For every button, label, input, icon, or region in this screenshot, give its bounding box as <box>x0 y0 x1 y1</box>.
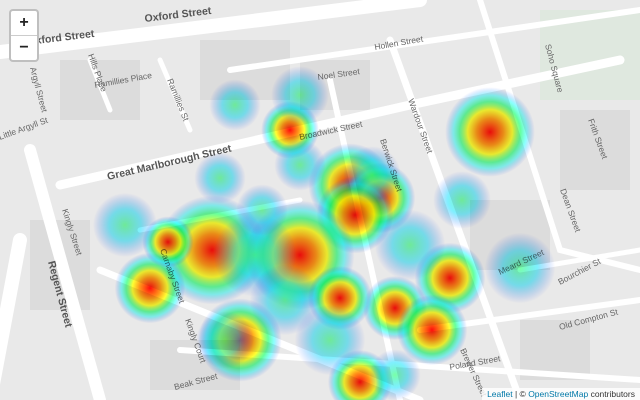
heat-blob <box>194 152 246 204</box>
heat-blob <box>294 304 366 376</box>
heat-blob <box>93 193 157 257</box>
zoom-in[interactable]: + <box>19 14 29 31</box>
zoom-control: + − <box>9 9 39 62</box>
heat-blob <box>343 146 401 204</box>
zoom-out[interactable]: − <box>11 35 37 60</box>
heat-blob <box>274 139 326 191</box>
heat-blob <box>114 252 186 324</box>
heat-blob <box>374 209 446 281</box>
heat-blob <box>271 66 329 124</box>
heat-blob <box>209 79 261 131</box>
heat-blob <box>196 311 254 369</box>
heat-blob <box>396 294 468 366</box>
attribution-suffix: contributors <box>590 389 635 399</box>
heat-blob <box>236 184 288 236</box>
heatmap <box>93 66 556 400</box>
osm-link[interactable]: OpenStreetMap <box>528 389 589 399</box>
heat-blob <box>484 232 556 304</box>
heat-blob <box>369 349 421 400</box>
heat-blob <box>249 264 321 336</box>
leaflet-link[interactable]: Leaflet <box>487 389 513 399</box>
attribution: Leaflet | © OpenStreetMap contributors <box>482 388 640 400</box>
heat-blob <box>445 87 535 177</box>
buildings <box>30 40 630 390</box>
heat-blob <box>433 171 491 229</box>
attribution-separator: | © <box>514 389 526 399</box>
